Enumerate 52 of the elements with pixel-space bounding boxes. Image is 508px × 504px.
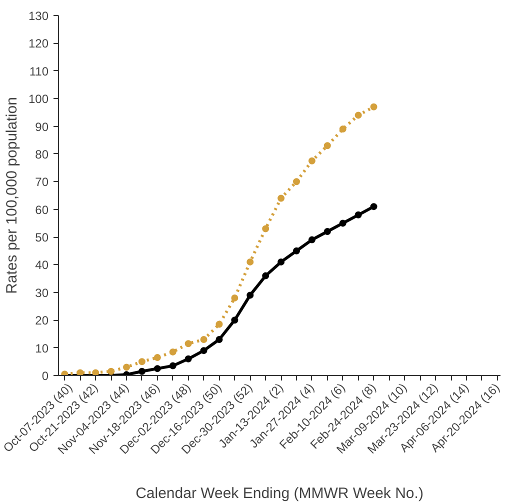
point [184, 355, 192, 362]
point [370, 103, 378, 110]
point [92, 369, 100, 376]
point [262, 272, 270, 280]
point [324, 142, 331, 150]
point [138, 358, 146, 366]
point [169, 348, 176, 356]
point [339, 220, 346, 227]
point [216, 320, 223, 328]
point [246, 292, 254, 299]
y-tick-label: 0 [42, 369, 49, 383]
point [339, 126, 346, 133]
point [216, 336, 223, 343]
point [169, 362, 176, 370]
point [262, 225, 270, 232]
y-tick-label: 40 [35, 258, 49, 272]
point [308, 236, 316, 244]
point [154, 365, 161, 372]
x-axis-title: Calendar Week Ending (MMWR Week No.) [136, 484, 424, 502]
point [76, 369, 84, 376]
point [293, 247, 300, 254]
y-tick-label: 70 [35, 175, 49, 190]
point [200, 336, 208, 343]
point [324, 228, 331, 235]
y-tick-label: 30 [35, 286, 49, 300]
y-tick-label: 80 [35, 147, 49, 162]
point [370, 203, 378, 210]
point [354, 211, 362, 218]
y-axis-title: Rates per 100,000 population [3, 97, 20, 294]
point [138, 368, 146, 375]
point [246, 258, 254, 266]
point [200, 347, 208, 354]
point [354, 112, 362, 119]
point [278, 194, 285, 202]
y-tick-label: 100 [28, 92, 49, 106]
y-tick-label: 20 [35, 314, 49, 328]
point [108, 368, 115, 375]
point [278, 258, 285, 266]
y-tick-label: 60 [35, 202, 49, 217]
point [184, 340, 192, 348]
y-tick-label: 110 [29, 64, 49, 78]
y-tick-label: 50 [35, 230, 49, 245]
y-tick-label: 120 [28, 36, 49, 51]
point [231, 294, 238, 302]
point [123, 364, 130, 371]
y-tick-label: 90 [35, 120, 49, 134]
point [293, 178, 300, 186]
y-tick-label: 10 [35, 341, 49, 356]
point [154, 354, 161, 361]
y-tick-label: 130 [28, 9, 49, 23]
point [308, 157, 316, 164]
point [231, 316, 238, 324]
